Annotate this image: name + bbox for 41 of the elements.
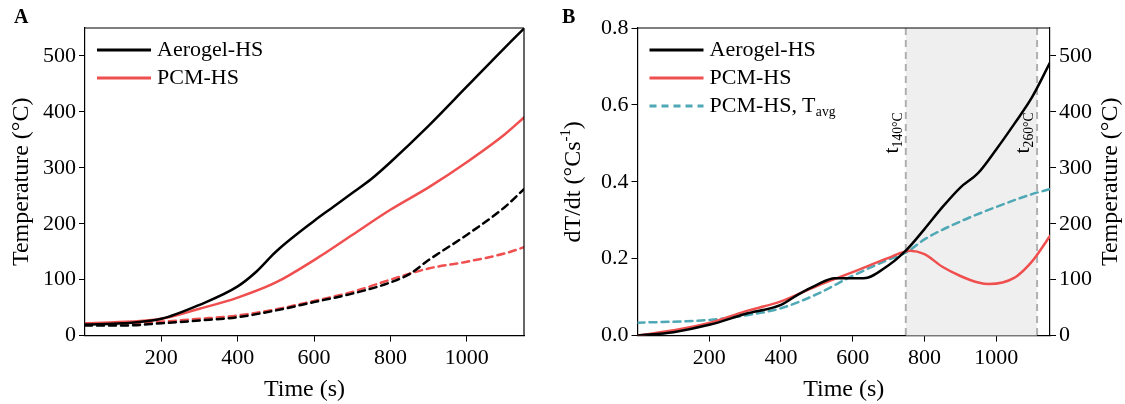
y2-tick-label: 200	[1059, 209, 1092, 235]
x-tick-label: 200	[144, 343, 178, 369]
x-tick-label: 800	[907, 343, 941, 369]
x-tick-label: 400	[764, 343, 798, 369]
x-axis-title: Time (s)	[803, 375, 885, 402]
x-axis-title: Time (s)	[263, 375, 346, 402]
x-tick-label: 1000	[974, 343, 1019, 369]
y2-tick-label: 0	[1059, 321, 1070, 347]
y-tick-label: 0	[65, 321, 76, 347]
legend-label: Aerogel-HS	[709, 35, 816, 61]
chart-title: B	[562, 5, 576, 28]
x-tick-label: 200	[692, 343, 726, 369]
chart-title: A	[14, 5, 29, 28]
y-tick-label: 400	[43, 97, 76, 123]
legend-label: Aerogel-HS	[157, 35, 264, 61]
y-tick-label: 200	[43, 209, 76, 235]
y-tick-label: 300	[43, 153, 76, 179]
x-tick-label: 800	[373, 343, 407, 369]
y2-tick-label: 300	[1059, 153, 1092, 179]
y-tick-label: 0.0	[601, 321, 629, 347]
y-tick-label: 0.2	[601, 244, 629, 270]
ref-line-label: t140°C	[877, 112, 905, 154]
legend-label: PCM-HS	[157, 63, 239, 89]
x-tick-label: 1000	[444, 343, 489, 369]
line-series	[637, 187, 1050, 324]
legend-label: PCM-HS	[709, 63, 792, 89]
y2-tick-label: 500	[1059, 41, 1092, 67]
y-axis-title: Temperature (°C)	[7, 97, 34, 267]
y-tick-label: 0.8	[601, 13, 629, 39]
ref-line-label: t260°C	[1008, 112, 1037, 154]
y-tick-label: 100	[43, 265, 76, 291]
y-tick-label: 500	[43, 41, 76, 67]
y-axis-title: dT/dt (°Cs-1)	[556, 121, 586, 243]
x-tick-label: 600	[836, 343, 870, 369]
y2-tick-label: 400	[1059, 97, 1092, 123]
y2-axis-title: Temperature (°C)	[1096, 97, 1123, 267]
y-tick-label: 0.6	[601, 90, 629, 116]
y-tick-label: 0.4	[601, 167, 629, 193]
x-tick-label: 600	[297, 343, 331, 369]
x-tick-label: 400	[221, 343, 255, 369]
y2-tick-label: 100	[1059, 265, 1092, 291]
